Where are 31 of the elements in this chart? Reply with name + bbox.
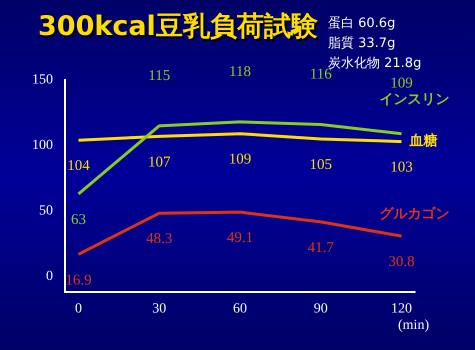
text: 脂質 33.7g — [328, 35, 396, 53]
x-tick-label: 30 — [152, 301, 166, 316]
data-label: 48.3 — [146, 231, 172, 248]
data-label: 115 — [148, 68, 170, 84]
series-label: 血糖 — [408, 132, 438, 150]
data-label: 105 — [310, 156, 332, 173]
series-label: グルカゴン — [380, 206, 450, 222]
data-label: 107 — [148, 154, 171, 170]
data-label: 41.7 — [308, 240, 334, 256]
data-label: 16.9 — [65, 272, 92, 288]
data-label: 109 — [390, 76, 413, 92]
data-label: 63 — [70, 212, 86, 228]
text: 蛋白 60.6g — [328, 15, 396, 33]
data-label: 49.1 — [226, 230, 254, 246]
chart-title: 300kcal豆乳負荷試験 — [38, 10, 318, 44]
data-label: 109 — [228, 152, 252, 168]
y-tick-label: 100 — [32, 138, 53, 154]
x-tick-label: 90 — [314, 301, 328, 316]
x-axis-title: (min) — [398, 318, 430, 334]
y-tick-label: 150 — [32, 72, 53, 88]
data-label: 118 — [229, 64, 251, 80]
y-tick-label: 50 — [39, 204, 53, 219]
data-label: 104 — [67, 158, 90, 174]
x-tick-label: 60 — [233, 301, 247, 316]
series-label: インスリン — [380, 91, 450, 108]
data-label: 30.8 — [388, 254, 415, 270]
y-tick-label: 0 — [46, 269, 53, 284]
x-tick-label: 120 — [391, 301, 412, 316]
data-label: 103 — [390, 160, 413, 176]
text: 炭水化物 21.8g — [328, 55, 422, 71]
x-tick-label: 0 — [74, 301, 82, 316]
